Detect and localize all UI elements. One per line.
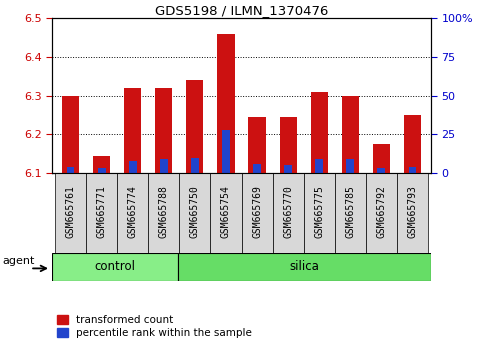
Text: GSM665774: GSM665774 (128, 185, 138, 238)
Title: GDS5198 / ILMN_1370476: GDS5198 / ILMN_1370476 (155, 4, 328, 17)
Bar (253, 164, 261, 173)
Bar (280, 117, 297, 173)
Bar (377, 169, 385, 173)
Bar (148, 173, 179, 253)
Bar (86, 173, 117, 253)
Text: GSM665770: GSM665770 (283, 185, 293, 238)
Bar (248, 117, 266, 173)
Text: GSM665792: GSM665792 (376, 185, 386, 238)
Bar (160, 159, 168, 173)
Bar (93, 155, 110, 173)
Bar (62, 96, 79, 173)
Bar (186, 80, 203, 173)
Bar (272, 173, 304, 253)
Text: silica: silica (290, 261, 320, 274)
Text: GSM665785: GSM665785 (345, 185, 355, 238)
Bar (211, 173, 242, 253)
Bar (179, 173, 211, 253)
Bar (191, 158, 199, 173)
Text: GSM665775: GSM665775 (314, 185, 324, 238)
Bar (222, 130, 230, 173)
Legend: transformed count, percentile rank within the sample: transformed count, percentile rank withi… (57, 315, 252, 338)
Bar (373, 144, 390, 173)
Bar (98, 169, 106, 173)
Text: GSM665769: GSM665769 (252, 185, 262, 238)
Bar (52, 253, 178, 281)
Bar (311, 92, 327, 173)
Bar (346, 159, 354, 173)
Bar (304, 173, 335, 253)
Bar (117, 173, 148, 253)
Bar (335, 173, 366, 253)
Bar (366, 173, 397, 253)
Text: control: control (95, 261, 136, 274)
Bar (178, 253, 431, 281)
Bar (217, 34, 235, 173)
Text: GSM665771: GSM665771 (97, 185, 107, 238)
Bar (315, 159, 323, 173)
Text: agent: agent (2, 256, 35, 266)
Bar (409, 167, 416, 173)
Text: GSM665754: GSM665754 (221, 185, 231, 238)
Bar (129, 161, 137, 173)
Bar (404, 115, 421, 173)
Bar (55, 173, 86, 253)
Text: GSM665788: GSM665788 (159, 185, 169, 238)
Text: GSM665793: GSM665793 (407, 185, 417, 238)
Bar (242, 173, 272, 253)
Bar (284, 165, 292, 173)
Bar (67, 167, 74, 173)
Text: GSM665750: GSM665750 (190, 185, 200, 238)
Bar (341, 96, 359, 173)
Bar (156, 88, 172, 173)
Bar (124, 88, 142, 173)
Bar (397, 173, 428, 253)
Text: GSM665761: GSM665761 (66, 185, 76, 238)
